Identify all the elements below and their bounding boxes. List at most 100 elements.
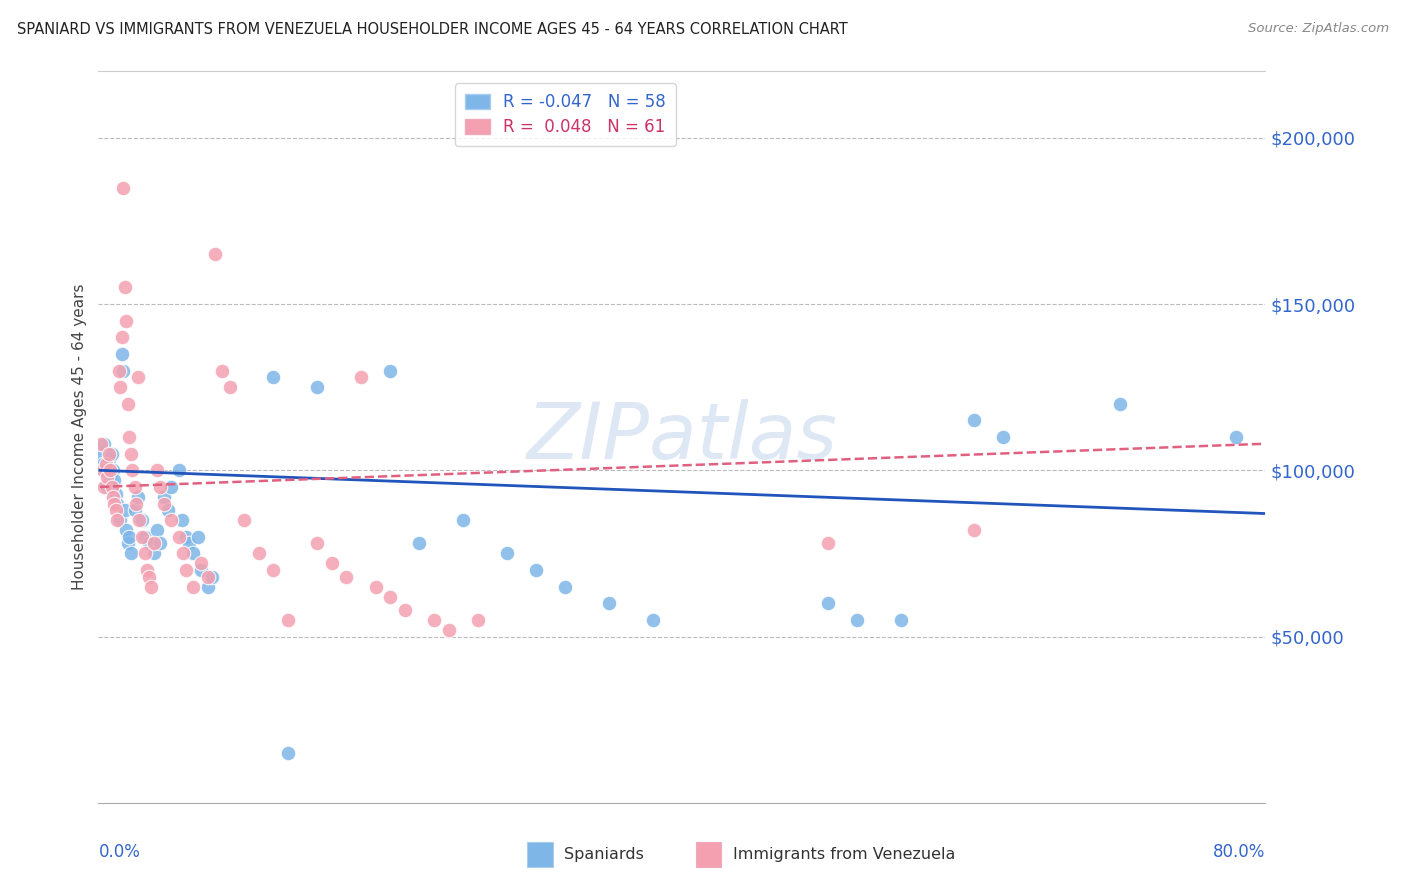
- Point: [962, 413, 984, 427]
- Legend: R = -0.047   N = 58, R =  0.048   N = 61: R = -0.047 N = 58, R = 0.048 N = 61: [454, 83, 676, 146]
- Y-axis label: Householder Income Ages 45 - 64 years: Householder Income Ages 45 - 64 years: [72, 284, 87, 591]
- Point: [108, 363, 131, 377]
- Point: [890, 613, 912, 627]
- Point: [157, 503, 180, 517]
- Point: [149, 480, 172, 494]
- Point: [98, 463, 121, 477]
- Point: [125, 497, 148, 511]
- Point: [101, 490, 124, 504]
- Point: [97, 453, 120, 467]
- Point: [117, 536, 139, 550]
- Point: [131, 513, 153, 527]
- Point: [170, 513, 193, 527]
- Point: [991, 430, 1014, 444]
- Point: [174, 530, 197, 544]
- Point: [524, 563, 547, 577]
- Point: [177, 536, 200, 550]
- Point: [211, 363, 233, 377]
- Point: [93, 436, 115, 450]
- Point: [423, 613, 446, 627]
- Point: [554, 580, 576, 594]
- Point: [128, 513, 150, 527]
- Point: [101, 463, 124, 477]
- Point: [174, 563, 197, 577]
- Point: [131, 530, 153, 544]
- Point: [114, 503, 136, 517]
- Point: [111, 347, 134, 361]
- Point: [142, 536, 165, 550]
- Point: [451, 513, 474, 527]
- Point: [134, 546, 156, 560]
- Point: [262, 563, 284, 577]
- Point: [167, 463, 190, 477]
- Point: [96, 470, 118, 484]
- Point: [127, 370, 149, 384]
- Point: [110, 380, 132, 394]
- Point: [110, 513, 132, 527]
- Point: [105, 497, 128, 511]
- Point: [120, 447, 142, 461]
- Point: [201, 570, 224, 584]
- Point: [124, 480, 146, 494]
- Point: [138, 536, 160, 550]
- Point: [112, 363, 135, 377]
- Point: [394, 603, 416, 617]
- Point: [190, 557, 212, 571]
- Point: [153, 497, 176, 511]
- Point: [115, 523, 138, 537]
- Point: [335, 570, 357, 584]
- Point: [111, 330, 134, 344]
- Point: [380, 363, 402, 377]
- Point: [104, 503, 127, 517]
- Point: [135, 563, 157, 577]
- Point: [380, 590, 402, 604]
- Point: [114, 280, 136, 294]
- Point: [350, 370, 373, 384]
- Point: [115, 314, 138, 328]
- Point: [121, 463, 143, 477]
- Point: [181, 580, 204, 594]
- Point: [153, 490, 176, 504]
- Point: [91, 463, 114, 477]
- Point: [204, 247, 226, 261]
- Point: [149, 536, 172, 550]
- Point: [103, 473, 125, 487]
- Point: [118, 430, 141, 444]
- Point: [172, 546, 194, 560]
- Point: [160, 480, 183, 494]
- Text: Source: ZipAtlas.com: Source: ZipAtlas.com: [1249, 22, 1389, 36]
- Point: [104, 486, 127, 500]
- Point: [139, 580, 162, 594]
- Point: [1225, 430, 1247, 444]
- Point: [408, 536, 430, 550]
- Point: [598, 596, 620, 610]
- Point: [190, 563, 212, 577]
- Point: [817, 536, 839, 550]
- Point: [197, 570, 219, 584]
- Point: [90, 436, 112, 450]
- Point: [100, 480, 122, 494]
- Point: [146, 463, 169, 477]
- Point: [641, 613, 664, 627]
- Point: [103, 497, 125, 511]
- Point: [437, 623, 460, 637]
- Point: [247, 546, 270, 560]
- Point: [846, 613, 869, 627]
- Point: [120, 546, 142, 560]
- Point: [124, 503, 146, 517]
- Point: [134, 530, 156, 544]
- Point: [307, 536, 329, 550]
- Text: 0.0%: 0.0%: [98, 843, 141, 861]
- Point: [187, 530, 209, 544]
- Point: [962, 523, 984, 537]
- Point: [98, 470, 121, 484]
- Point: [117, 397, 139, 411]
- Point: [467, 613, 489, 627]
- Point: [127, 490, 149, 504]
- Point: [94, 457, 117, 471]
- Point: [142, 546, 165, 560]
- Point: [277, 613, 299, 627]
- Point: [321, 557, 343, 571]
- Text: Spaniards: Spaniards: [564, 847, 644, 862]
- Point: [118, 530, 141, 544]
